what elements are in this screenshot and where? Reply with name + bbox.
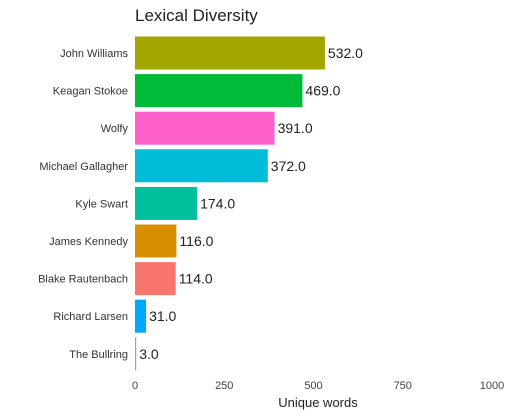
- category-label-richard-larsen: Richard Larsen: [53, 311, 128, 323]
- value-label-james-kennedy: 116.0: [179, 233, 213, 249]
- bar-kyle-swart: [135, 186, 198, 220]
- value-label-john-williams: 532.0: [328, 45, 363, 61]
- value-labels: 532.0 469.0 391.0 372.0 174.0 116.0 114.0 31.0 3…: [139, 45, 363, 362]
- category-label-wolfy: Wolfy: [101, 123, 129, 135]
- category-label-kyle-swart: Kyle Swart: [75, 198, 128, 210]
- value-label-keagan-stokoe: 469.0: [305, 83, 340, 99]
- bar-wolfy: [135, 111, 275, 145]
- bar-the-bullring: [135, 337, 137, 371]
- x-axis-title: Unique words: [278, 395, 358, 410]
- bar-keagan-stokoe: [135, 74, 303, 108]
- x-tick-label-250: 250: [215, 380, 233, 392]
- category-label-blake-rautenbach: Blake Rautenbach: [38, 274, 128, 286]
- category-labels: John Williams Keagan Stokoe Wolfy Michael G…: [38, 48, 128, 361]
- x-tick-label-750: 750: [394, 380, 412, 392]
- x-tick-label-0: 0: [132, 380, 138, 392]
- bars-group: [135, 36, 325, 371]
- bar-richard-larsen: [135, 299, 147, 333]
- category-label-michael-gallagher: Michael Gallagher: [39, 161, 128, 173]
- category-label-james-kennedy: James Kennedy: [49, 236, 128, 248]
- value-label-the-bullring: 3.0: [139, 346, 159, 362]
- chart-title: Lexical Diversity: [135, 6, 258, 25]
- bar-michael-gallagher: [135, 149, 268, 183]
- x-axis-ticks: 0 250 500 750 1000: [132, 380, 504, 392]
- bar-john-williams: [135, 36, 325, 70]
- category-label-john-williams: John Williams: [60, 48, 128, 60]
- value-label-richard-larsen: 31.0: [149, 308, 176, 324]
- value-label-blake-rautenbach: 114.0: [179, 271, 213, 287]
- bar-james-kennedy: [135, 224, 177, 258]
- value-label-kyle-swart: 174.0: [200, 195, 235, 211]
- value-label-wolfy: 391.0: [278, 120, 313, 136]
- x-tick-label-1000: 1000: [480, 380, 504, 392]
- category-label-the-bullring: The Bullring: [69, 349, 128, 361]
- x-tick-label-500: 500: [304, 380, 322, 392]
- bar-blake-rautenbach: [135, 262, 176, 296]
- value-label-michael-gallagher: 372.0: [271, 158, 306, 174]
- category-label-keagan-stokoe: Keagan Stokoe: [53, 86, 128, 98]
